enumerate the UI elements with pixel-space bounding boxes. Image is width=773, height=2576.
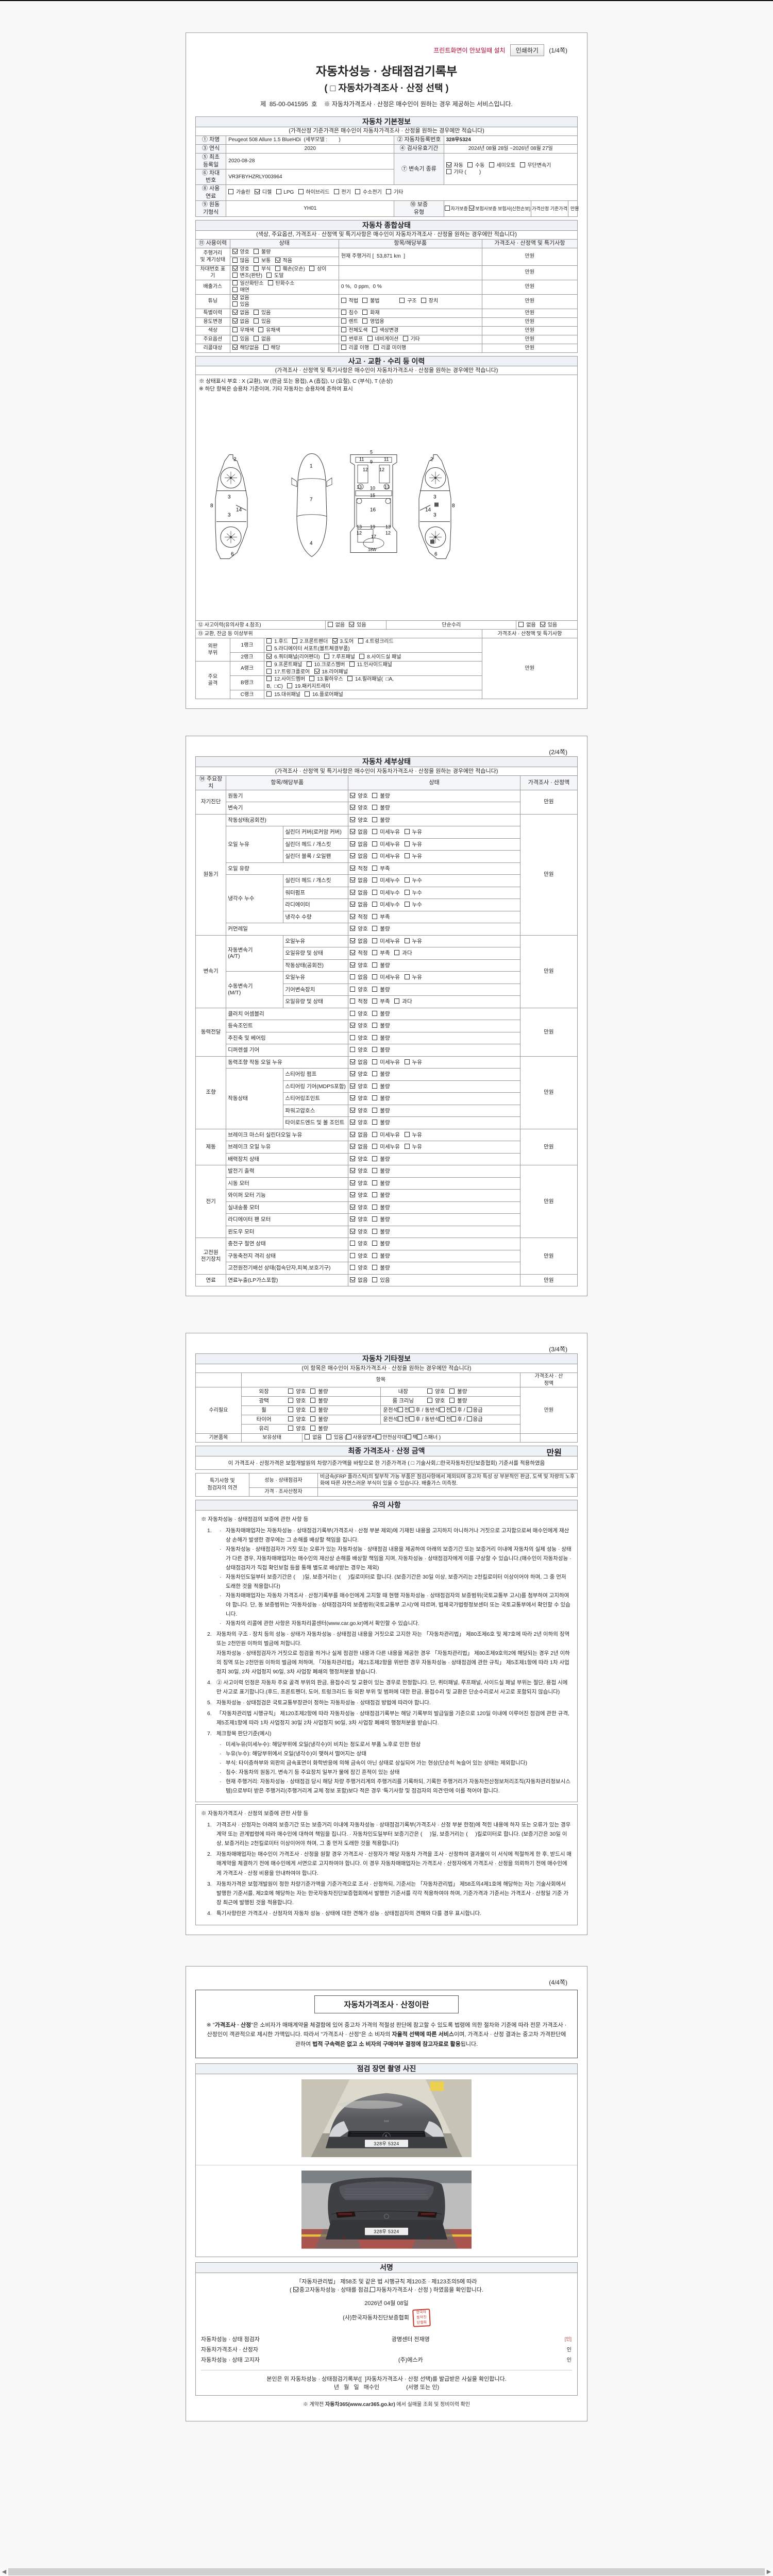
svg-text:2: 2 xyxy=(430,457,433,463)
svg-text:4: 4 xyxy=(310,541,313,547)
svg-text:10: 10 xyxy=(370,486,375,491)
svg-text:13: 13 xyxy=(384,485,390,490)
svg-text:19: 19 xyxy=(370,524,375,530)
svg-text:5: 5 xyxy=(370,450,373,455)
svg-text:12: 12 xyxy=(357,531,362,536)
svg-text:15: 15 xyxy=(370,493,375,498)
svg-text:16: 16 xyxy=(370,507,376,513)
svg-text:14: 14 xyxy=(425,507,431,513)
svg-text:12: 12 xyxy=(379,467,384,472)
svg-text:3: 3 xyxy=(228,513,231,518)
svg-text:2: 2 xyxy=(233,457,237,463)
svg-text:13: 13 xyxy=(357,524,362,530)
svg-text:6: 6 xyxy=(434,552,438,557)
svg-text:11: 11 xyxy=(359,457,364,462)
svg-text:7: 7 xyxy=(310,497,313,503)
svg-text:8: 8 xyxy=(210,503,213,509)
svg-text:3: 3 xyxy=(433,513,436,518)
svg-text:11: 11 xyxy=(384,457,389,462)
svg-text:6: 6 xyxy=(231,552,234,557)
svg-text:18W: 18W xyxy=(368,548,377,552)
svg-text:17: 17 xyxy=(371,534,376,539)
svg-text:3: 3 xyxy=(433,495,436,500)
svg-text:328우 5324: 328우 5324 xyxy=(374,2229,399,2234)
svg-text:14: 14 xyxy=(236,507,242,513)
svg-text:508: 508 xyxy=(384,2120,389,2123)
svg-text:3: 3 xyxy=(228,495,231,500)
svg-text:1: 1 xyxy=(310,464,313,469)
svg-text:13: 13 xyxy=(385,524,391,530)
svg-text:12: 12 xyxy=(363,467,368,472)
svg-text:12: 12 xyxy=(385,531,391,536)
svg-text:13: 13 xyxy=(357,485,362,490)
svg-text:328우 5324: 328우 5324 xyxy=(374,2141,399,2146)
svg-text:8: 8 xyxy=(452,503,455,509)
svg-text:9: 9 xyxy=(370,460,373,465)
